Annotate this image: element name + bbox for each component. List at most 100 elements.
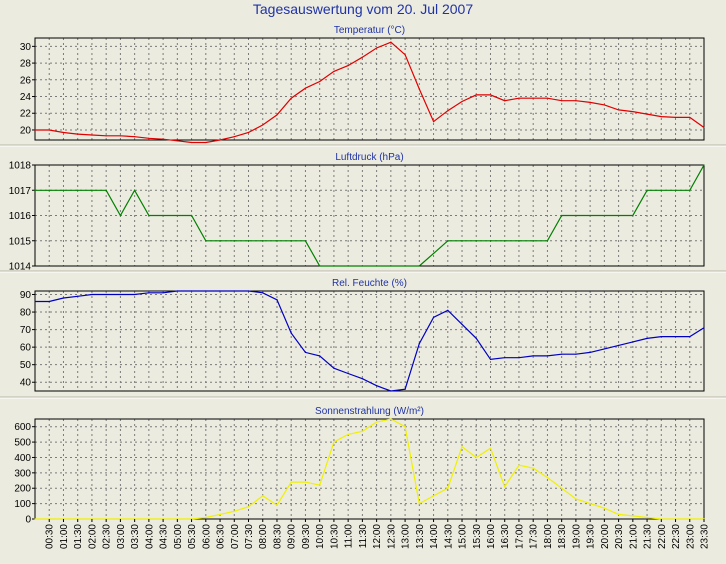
- plot-frame: [34, 418, 705, 520]
- data-point: [176, 214, 178, 217]
- x-tick-label: 02:30: [102, 524, 113, 549]
- data-point: [617, 109, 620, 111]
- y-tick-label: 200: [14, 484, 31, 495]
- data-point: [561, 487, 563, 489]
- data-point: [361, 430, 363, 432]
- data-point: [646, 113, 648, 115]
- y-tick-label: 24: [20, 92, 32, 103]
- y-tick-label: 22: [20, 109, 32, 120]
- x-tick-label: 02:00: [87, 524, 98, 549]
- x-tick-label: 22:00: [657, 524, 668, 549]
- data-point: [361, 378, 363, 380]
- x-tick-label: 07:30: [244, 524, 255, 549]
- data-point: [276, 504, 278, 506]
- data-point: [48, 129, 50, 131]
- y-tick-label: 30: [20, 42, 32, 53]
- y-tick-label: 70: [20, 325, 32, 336]
- data-point: [461, 240, 463, 242]
- data-point: [575, 498, 577, 500]
- data-point: [77, 295, 79, 297]
- data-point: [546, 240, 549, 242]
- data-point: [105, 135, 107, 137]
- data-point: [603, 104, 605, 106]
- data-point: [347, 433, 349, 435]
- data-point: [62, 189, 65, 191]
- data-point: [703, 126, 705, 129]
- data-point: [304, 87, 307, 89]
- x-tick-label: 14:30: [443, 524, 454, 549]
- data-point: [347, 64, 349, 67]
- x-tick-label: 11:30: [358, 524, 369, 549]
- y-tick-label: 60: [20, 343, 32, 354]
- series-line: [35, 41, 705, 144]
- x-tick-label: 20:30: [614, 524, 625, 549]
- x-tick-label: 21:00: [628, 524, 639, 549]
- y-tick-label: 28: [20, 59, 32, 70]
- data-point: [34, 189, 36, 191]
- data-point: [148, 292, 150, 294]
- chart-title: Rel. Feuchte (%): [332, 278, 407, 289]
- data-point: [34, 300, 36, 303]
- x-tick-label: 23:00: [685, 524, 696, 549]
- data-point: [518, 97, 520, 99]
- data-point: [233, 290, 235, 292]
- x-tick-label: 23:30: [700, 524, 711, 549]
- y-tick-label: 500: [14, 438, 31, 449]
- data-point: [162, 214, 164, 217]
- x-tick-label: 01:30: [73, 524, 84, 549]
- x-tick-label: 19:30: [586, 524, 597, 549]
- data-point: [404, 388, 406, 390]
- y-tick-label: 90: [20, 290, 32, 301]
- data-point: [347, 372, 349, 375]
- data-point: [432, 121, 435, 123]
- y-tick-label: 50: [20, 360, 32, 371]
- data-point: [603, 507, 605, 509]
- data-point: [575, 214, 577, 217]
- data-point: [190, 290, 193, 292]
- x-tick-label: 08:00: [258, 524, 269, 549]
- data-point: [176, 140, 178, 142]
- data-point: [603, 214, 605, 217]
- data-point: [603, 348, 605, 350]
- data-point: [489, 94, 492, 96]
- data-point: [390, 418, 392, 420]
- data-point: [489, 240, 492, 242]
- x-tick-label: 10:30: [329, 524, 340, 549]
- data-point: [518, 357, 520, 359]
- x-tick-label: 13:00: [401, 524, 412, 549]
- x-tick-label: 04:00: [144, 524, 155, 549]
- plot-frame: [34, 37, 705, 141]
- data-point: [489, 447, 492, 449]
- data-point: [461, 446, 463, 448]
- data-point: [703, 164, 705, 166]
- data-point: [390, 41, 392, 43]
- data-point: [247, 240, 250, 242]
- data-point: [689, 336, 691, 338]
- data-point: [518, 464, 520, 466]
- x-tick-label: 12:30: [386, 524, 397, 549]
- data-point: [504, 100, 506, 102]
- data-point: [347, 265, 349, 267]
- x-tick-label: 18:00: [543, 524, 554, 549]
- data-point: [190, 141, 193, 144]
- x-tick-label: 00:30: [45, 524, 56, 549]
- data-point: [176, 290, 178, 292]
- data-point: [233, 136, 235, 138]
- data-point: [646, 516, 648, 519]
- data-point: [91, 293, 93, 296]
- x-tick-label: 20:00: [600, 524, 611, 549]
- data-point: [390, 390, 392, 392]
- data-point: [461, 100, 463, 103]
- data-point: [134, 136, 136, 138]
- data-point: [148, 137, 150, 139]
- data-point: [319, 355, 321, 357]
- data-point: [475, 337, 477, 339]
- data-point: [660, 336, 662, 338]
- data-point: [561, 214, 563, 217]
- data-point: [461, 323, 463, 325]
- data-point: [475, 240, 477, 242]
- x-tick-label: 14:00: [429, 524, 440, 549]
- x-tick-label: 10:00: [315, 524, 326, 549]
